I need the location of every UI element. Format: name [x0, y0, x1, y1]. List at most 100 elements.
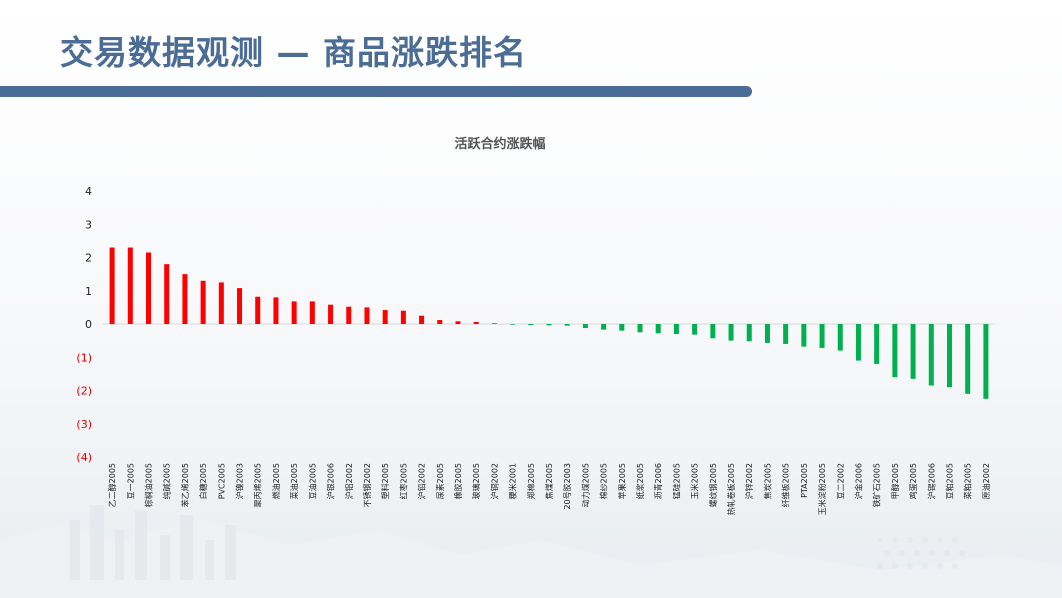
x-tick-label: 粳米2001 — [508, 463, 518, 499]
y-tick-label: (4) — [76, 451, 92, 464]
bar — [491, 323, 497, 324]
x-tick-label: 塑料2005 — [380, 463, 390, 499]
x-tick-label: 锰硅2005 — [671, 463, 681, 499]
bar — [455, 321, 461, 324]
bar — [746, 324, 752, 342]
x-tick-label: 焦煤2005 — [544, 463, 554, 499]
bar — [510, 324, 516, 325]
bar — [819, 324, 825, 348]
bar — [564, 324, 570, 326]
x-tick-label: 豆一2005 — [126, 463, 135, 499]
x-tick-label: 豆油2005 — [307, 463, 317, 499]
x-tick-label: 不锈钢2002 — [362, 463, 372, 507]
x-tick-label: 玉米淀粉2005 — [817, 463, 827, 515]
bar — [837, 324, 843, 351]
bar — [437, 320, 443, 324]
x-tick-label: 螺纹钢2005 — [708, 463, 718, 507]
x-tick-label: 沪锌2002 — [744, 463, 754, 499]
bar — [291, 301, 297, 324]
bar — [764, 324, 770, 343]
x-tick-label: 红枣2005 — [398, 463, 408, 499]
x-tick-label: 橡胶2005 — [453, 463, 463, 499]
bar — [692, 324, 698, 335]
x-tick-label: 燃油2005 — [271, 463, 281, 499]
bar — [473, 322, 479, 324]
page-title: 交易数据观测 — 商品涨跌排名 — [60, 33, 527, 72]
x-tick-label: 苹果2005 — [617, 463, 627, 499]
x-tick-label: 热轧卷板2005 — [726, 463, 736, 515]
bar — [255, 296, 261, 324]
bar — [601, 324, 607, 330]
bar — [364, 307, 370, 324]
bar — [237, 288, 243, 324]
bar — [419, 315, 425, 324]
x-tick-label: 沪铝2002 — [344, 463, 354, 499]
bar — [673, 324, 679, 334]
x-tick-label: 棉纱2005 — [599, 463, 609, 499]
y-tick-label: (2) — [76, 385, 92, 398]
x-tick-label: 豆粕2005 — [944, 463, 954, 499]
bar — [109, 247, 115, 324]
x-tick-label: 聚丙烯2005 — [253, 463, 263, 507]
x-tick-label: 沪银2006 — [326, 463, 336, 499]
bars — [109, 247, 989, 399]
x-axis-labels: 乙二醇2005 豆一2005 棕榈油2005 纯碱2005 苯乙烯2005 白糖2005 P… — [107, 463, 991, 515]
bar — [983, 324, 989, 399]
bar — [892, 324, 898, 378]
x-tick-label: 尿素2005 — [435, 463, 445, 499]
x-tick-label: 20号胶2003 — [562, 463, 572, 510]
y-tick-label: 3 — [85, 218, 92, 231]
bar — [546, 324, 552, 326]
x-tick-label: 白糖2005 — [198, 463, 208, 499]
x-tick-label: 菜粕2005 — [963, 463, 973, 499]
chart-title: 活跃合约涨跌幅 — [454, 137, 546, 152]
bar — [273, 297, 279, 324]
bar — [710, 324, 716, 339]
x-tick-label: 郑棉2005 — [526, 463, 536, 499]
title-underline-bar — [0, 86, 752, 97]
bar — [528, 324, 534, 325]
x-tick-label: 沪金2006 — [853, 463, 863, 499]
x-tick-label: 苯乙烯2005 — [180, 463, 190, 507]
x-tick-label: 焦炭2005 — [762, 463, 772, 499]
bar — [801, 324, 807, 347]
bar — [200, 280, 206, 324]
bar — [874, 324, 880, 364]
x-tick-label: 动力煤2005 — [580, 463, 590, 507]
bar — [164, 264, 170, 324]
bar — [328, 304, 334, 324]
x-tick-label: 纯碱2005 — [162, 463, 172, 499]
bar — [619, 324, 625, 331]
x-tick-label: 菜油2005 — [289, 463, 299, 499]
bar — [182, 274, 188, 324]
x-tick-label: 鸡蛋2005 — [908, 463, 918, 499]
bar — [346, 306, 352, 324]
x-tick-label: 沪镍2003 — [235, 463, 245, 499]
bar — [965, 324, 971, 394]
x-tick-label: 纸浆2005 — [635, 463, 645, 499]
bar — [855, 324, 861, 361]
x-tick-label: PVC2005 — [217, 463, 226, 499]
bar — [309, 301, 315, 324]
y-tick-label: 4 — [85, 185, 92, 198]
x-tick-label: PTA2005 — [800, 463, 809, 498]
bar — [783, 324, 789, 344]
bar — [400, 310, 406, 324]
bar — [582, 324, 588, 328]
bar — [127, 247, 133, 324]
x-tick-label: 铁矿石2005 — [872, 463, 882, 507]
x-tick-label: 沪铅2002 — [417, 463, 427, 499]
bar — [946, 324, 952, 388]
x-tick-label: 纤维板2005 — [781, 463, 791, 507]
bar — [728, 324, 734, 341]
bar — [218, 282, 224, 324]
x-tick-label: 沪锡2006 — [926, 463, 936, 499]
bar — [928, 324, 934, 386]
x-tick-label: 豆二2002 — [836, 463, 845, 499]
y-tick-label: (1) — [76, 351, 92, 364]
y-axis: 4 3 2 1 0 (1) (2) (3) (4) — [76, 185, 92, 464]
bar — [655, 324, 661, 334]
x-tick-label: 原油2002 — [981, 463, 991, 499]
